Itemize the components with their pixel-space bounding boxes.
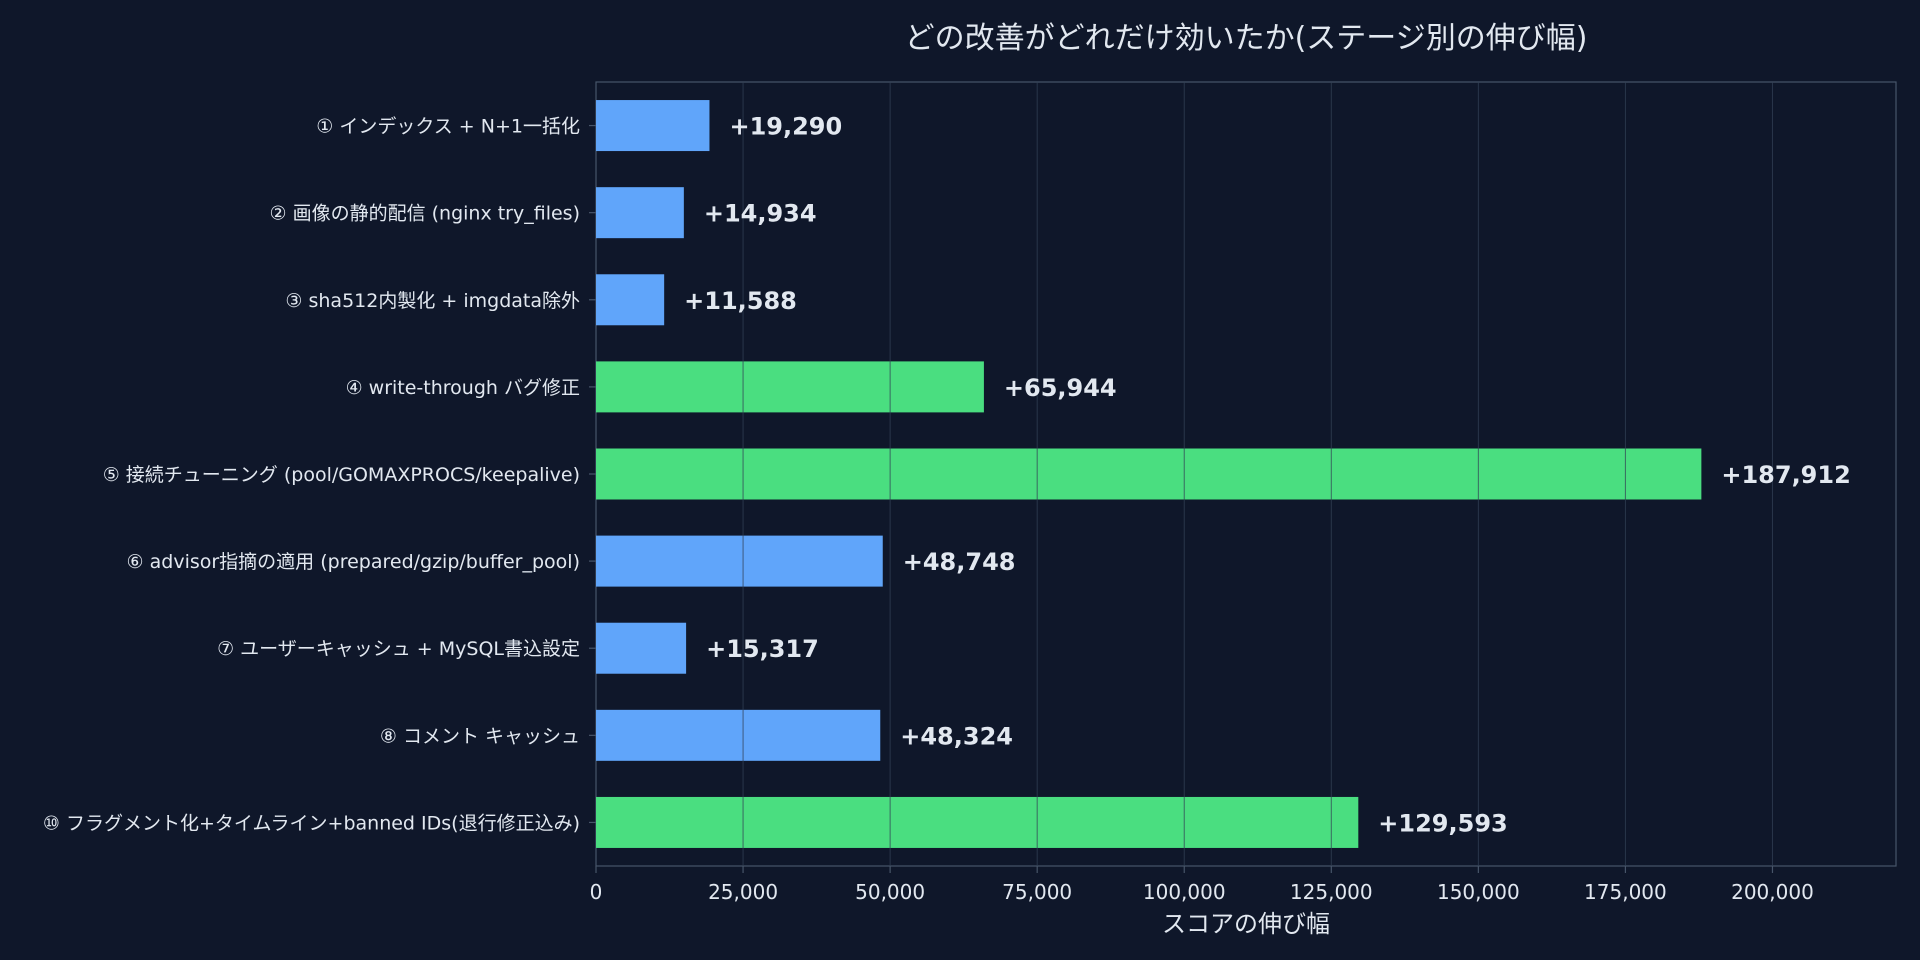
value-labels: +19,290 +14,934 +11,588 +65,944 +187,912 +48,… (684, 113, 1851, 838)
x-tick-label-8: 175,000 (1584, 880, 1667, 904)
category-label-7: ⑦ ユーザーキャッシュ + MySQL書込設定 (217, 638, 580, 660)
bar-7 (596, 622, 687, 674)
bar-2 (596, 187, 684, 239)
category-label-4: ④ write-through バグ修正 (346, 377, 580, 399)
value-label-8: +48,324 (900, 722, 1013, 750)
bar-5 (596, 448, 1702, 500)
value-label-1: +19,290 (729, 113, 842, 141)
x-tick-label-2: 25,000 (708, 880, 778, 904)
x-tick-label-3: 50,000 (855, 880, 925, 904)
bar-4 (596, 361, 984, 413)
x-tick-label-9: 200,000 (1731, 880, 1814, 904)
category-label-6: ⑥ advisor指摘の適用 (prepared/gzip/buffer_poo… (127, 551, 580, 573)
bars (596, 100, 1702, 848)
bar-1 (596, 100, 710, 152)
value-label-5: +187,912 (1721, 461, 1850, 489)
bar-3 (596, 274, 665, 326)
category-label-2: ② 画像の静的配信 (nginx try_files) (270, 203, 581, 225)
value-label-4: +65,944 (1004, 374, 1117, 402)
value-label-9: +129,593 (1378, 809, 1507, 837)
x-axis-label: スコアの伸び幅 (1162, 910, 1330, 938)
category-label-8: ⑧ コメント キャッシュ (380, 725, 580, 747)
category-label-3: ③ sha512内製化 + imgdata除外 (285, 290, 580, 312)
x-axis-ticks: 0 25,000 50,000 75,000 100,000 125,000 150,000… (590, 866, 1814, 904)
bar-6 (596, 535, 883, 587)
bar-8 (596, 709, 881, 761)
category-label-1: ① インデックス + N+1一括化 (316, 116, 580, 138)
x-tick-label-6: 125,000 (1290, 880, 1373, 904)
value-label-3: +11,588 (684, 287, 797, 315)
category-labels: ① インデックス + N+1一括化 ② 画像の静的配信 (nginx try_fi… (43, 116, 596, 834)
bar-9 (596, 796, 1359, 848)
category-label-5: ⑤ 接続チューニング (pool/GOMAXPROCS/keepalive) (103, 464, 580, 486)
x-tick-label-1: 0 (590, 880, 603, 904)
grid-lines (742, 82, 1773, 866)
value-label-7: +15,317 (706, 635, 819, 663)
value-label-2: +14,934 (704, 200, 817, 228)
x-tick-label-4: 75,000 (1002, 880, 1072, 904)
chart-title: どの改善がどれだけ効いたか(ステージ別の伸び幅) (905, 21, 1588, 56)
value-label-6: +48,748 (903, 548, 1016, 576)
x-tick-label-5: 100,000 (1143, 880, 1226, 904)
category-label-9: ⑩ フラグメント化+タイムライン+banned IDs(退行修正込み) (43, 812, 580, 834)
x-tick-label-7: 150,000 (1437, 880, 1520, 904)
